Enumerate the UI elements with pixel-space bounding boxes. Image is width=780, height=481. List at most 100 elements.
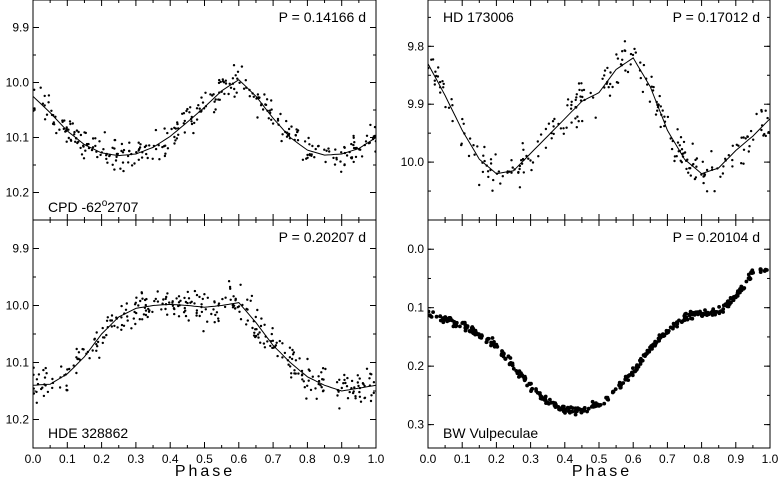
data-point [363, 396, 366, 400]
data-point [483, 159, 486, 163]
fit-curve [33, 302, 376, 392]
data-point [740, 136, 743, 139]
data-point [566, 98, 570, 101]
data-point [186, 107, 189, 111]
data-point [447, 106, 451, 110]
data-point [519, 373, 523, 377]
data-point [438, 314, 443, 319]
data-point [103, 131, 107, 134]
data-point [281, 356, 284, 359]
data-point [702, 175, 705, 178]
data-point [544, 127, 548, 131]
data-point [46, 390, 50, 394]
data-point [579, 95, 582, 98]
data-point [680, 148, 684, 151]
data-point [679, 136, 683, 139]
data-point [111, 163, 114, 166]
data-point [275, 341, 278, 344]
data-point [69, 139, 73, 142]
data-point [342, 382, 345, 385]
data-point [658, 94, 661, 98]
data-point [433, 83, 436, 86]
panel-hd-173006: 9.8 9.9 10.0 P = 0.17012 d HD 173006 [401, 0, 771, 221]
data-point [431, 310, 435, 314]
data-point [308, 153, 311, 157]
data-point [141, 318, 144, 321]
data-point [110, 314, 114, 317]
data-point [288, 356, 292, 359]
data-point [96, 345, 99, 348]
data-point [223, 305, 227, 309]
data-point [236, 70, 240, 74]
data-point [354, 155, 358, 159]
x-tick-label: 0.4 [162, 452, 179, 466]
data-point [482, 154, 485, 157]
data-point [313, 156, 316, 159]
data-point [306, 384, 309, 387]
data-point [586, 406, 591, 411]
data-point [374, 150, 376, 153]
data-point [139, 299, 142, 303]
data-point [661, 332, 665, 337]
data-point [570, 100, 573, 104]
data-point [575, 96, 578, 99]
data-point [360, 155, 364, 158]
data-point [630, 373, 635, 378]
data-point [293, 369, 296, 372]
data-point [352, 136, 355, 139]
data-point [170, 127, 173, 131]
data-point [656, 109, 659, 112]
data-point [160, 308, 163, 311]
data-point [246, 298, 249, 301]
data-point [551, 120, 555, 123]
data-point [631, 53, 635, 57]
data-point [61, 119, 64, 122]
data-point [43, 94, 46, 98]
data-point [75, 129, 79, 132]
data-point [742, 148, 746, 151]
panel-cpd-62-2707: 9.9 10.0 10.1 10.2 P = 0.14166 d CPD -62o2707 [6, 0, 377, 221]
data-point [283, 351, 287, 355]
data-point [353, 386, 356, 389]
data-point [507, 361, 512, 366]
data-point [642, 63, 646, 67]
data-point [55, 131, 58, 135]
data-point [224, 82, 228, 85]
data-point [670, 147, 674, 151]
data-point [268, 109, 271, 112]
data-point [352, 390, 355, 393]
data-point [164, 144, 167, 147]
data-point [105, 154, 108, 157]
data-point [358, 390, 361, 394]
data-point [520, 159, 523, 162]
data-point [558, 407, 563, 412]
data-point [324, 160, 327, 164]
data-points [33, 280, 376, 410]
x-tick-label: 1.0 [762, 452, 779, 466]
data-point [503, 356, 508, 361]
data-point [727, 301, 732, 306]
data-point [317, 379, 321, 383]
data-point [594, 116, 597, 119]
data-point [486, 170, 490, 173]
data-point [154, 147, 158, 151]
data-point [302, 380, 305, 383]
data-point [77, 351, 81, 354]
data-point [101, 336, 105, 339]
data-point [468, 329, 473, 334]
data-point [256, 93, 260, 96]
data-point [683, 316, 688, 320]
data-point [163, 154, 167, 158]
data-point [452, 319, 457, 324]
data-point [256, 308, 259, 312]
data-point [137, 141, 140, 144]
data-point [473, 328, 478, 333]
data-point [73, 133, 76, 136]
data-point [766, 116, 769, 120]
data-point [691, 142, 694, 145]
data-point [43, 118, 47, 121]
data-point [134, 322, 137, 326]
data-point [290, 376, 293, 379]
data-point [731, 165, 734, 168]
data-point [108, 154, 111, 158]
